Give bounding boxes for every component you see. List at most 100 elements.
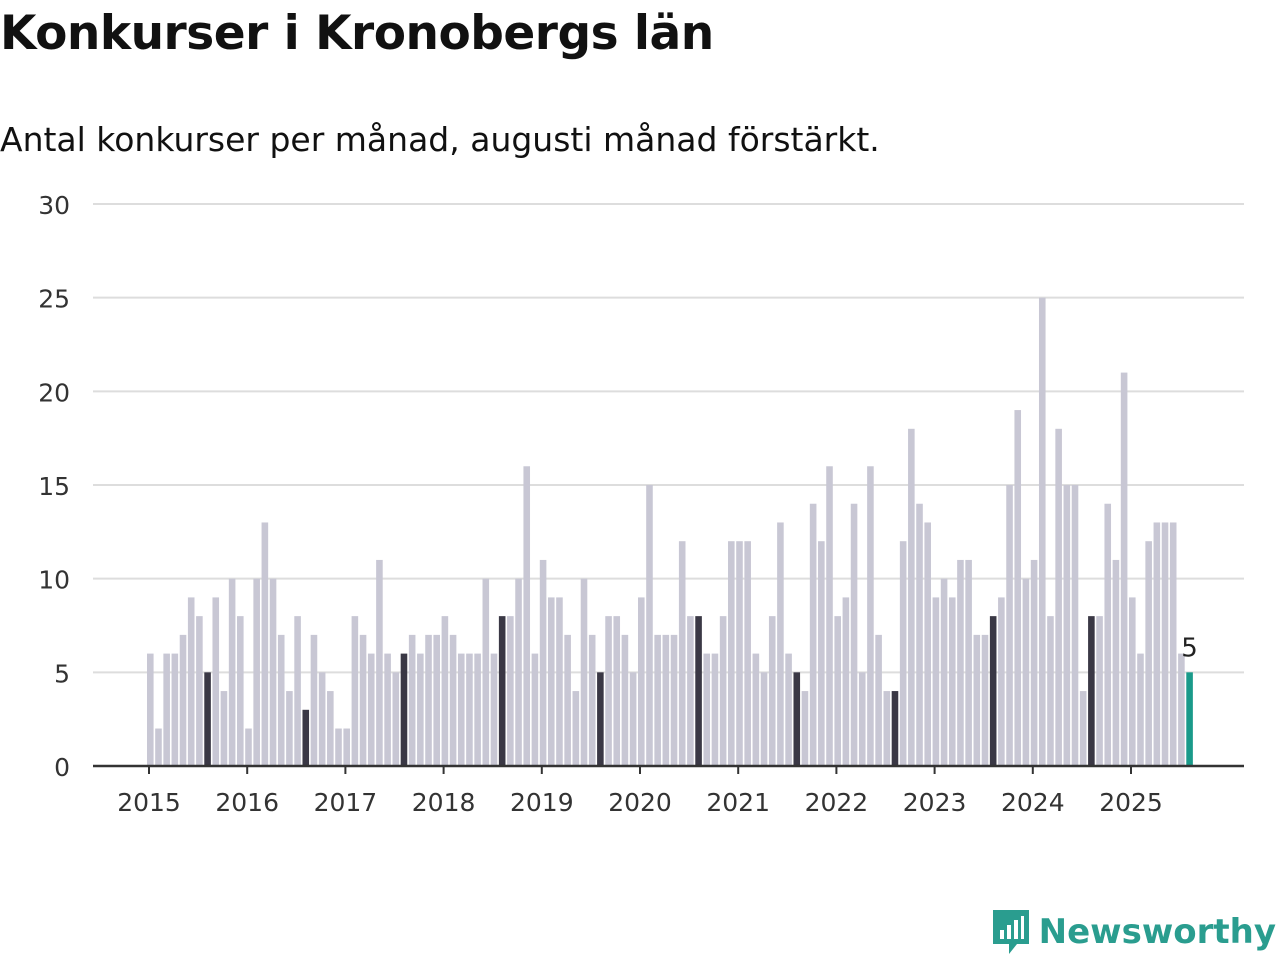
bar bbox=[539, 559, 547, 766]
bar bbox=[719, 616, 727, 766]
bar bbox=[858, 672, 866, 766]
bar bbox=[867, 466, 874, 766]
y-tick-label: 20 bbox=[38, 378, 70, 407]
bar bbox=[531, 653, 539, 766]
x-tick-label: 2021 bbox=[706, 788, 770, 817]
bar bbox=[564, 634, 571, 766]
y-tick-label: 25 bbox=[38, 285, 70, 314]
y-tick-label: 30 bbox=[38, 191, 70, 220]
x-tick-label: 2015 bbox=[117, 788, 181, 817]
bar bbox=[318, 672, 326, 766]
bar bbox=[605, 616, 612, 766]
bar bbox=[1161, 522, 1169, 766]
bar bbox=[327, 691, 334, 766]
bar bbox=[228, 578, 236, 766]
bar bbox=[1079, 691, 1087, 766]
bar bbox=[335, 728, 342, 766]
bar bbox=[687, 616, 694, 766]
bar bbox=[916, 503, 923, 766]
data-label: 5 bbox=[1181, 633, 1198, 663]
bar bbox=[711, 653, 719, 766]
bar bbox=[597, 672, 604, 766]
bar bbox=[1169, 522, 1177, 766]
bar bbox=[940, 578, 948, 766]
bar bbox=[1120, 372, 1128, 766]
bar bbox=[948, 597, 956, 766]
bar bbox=[498, 616, 506, 766]
bar bbox=[777, 522, 784, 766]
x-tick-label: 2020 bbox=[608, 788, 672, 817]
bar bbox=[826, 466, 833, 766]
bar bbox=[515, 578, 522, 766]
bar bbox=[908, 428, 915, 766]
bar bbox=[417, 653, 424, 766]
bar bbox=[384, 653, 391, 766]
bar bbox=[670, 634, 678, 766]
bar bbox=[981, 634, 989, 766]
bar bbox=[400, 653, 408, 766]
bar bbox=[703, 653, 711, 766]
x-tick-label: 2017 bbox=[314, 788, 378, 817]
bar bbox=[1137, 653, 1144, 766]
bar bbox=[768, 616, 776, 766]
bar bbox=[613, 616, 621, 766]
bar bbox=[744, 541, 751, 766]
bar bbox=[736, 541, 743, 766]
bar bbox=[1055, 428, 1062, 766]
bar bbox=[1006, 485, 1013, 766]
bar bbox=[785, 653, 792, 766]
chart-title: Konkurser i Kronobergs län bbox=[0, 6, 714, 61]
bar bbox=[973, 634, 981, 766]
bar bbox=[220, 691, 228, 766]
x-tick-label: 2018 bbox=[412, 788, 476, 817]
bar bbox=[556, 597, 563, 766]
bar bbox=[147, 653, 154, 766]
bar bbox=[155, 728, 162, 766]
bar bbox=[924, 522, 931, 766]
x-tick-label: 2025 bbox=[1099, 788, 1163, 817]
bar bbox=[441, 616, 449, 766]
bar bbox=[277, 634, 285, 766]
chart-subtitle: Antal konkurser per månad, augusti månad… bbox=[0, 120, 880, 159]
bar bbox=[818, 541, 825, 766]
bar bbox=[474, 653, 481, 766]
bar bbox=[1186, 672, 1193, 766]
bar bbox=[1047, 616, 1054, 766]
bar bbox=[294, 616, 301, 766]
bar bbox=[678, 541, 686, 766]
y-tick-label: 10 bbox=[38, 566, 70, 595]
bar bbox=[875, 634, 882, 766]
bar bbox=[728, 541, 735, 766]
bar bbox=[237, 616, 244, 766]
bar bbox=[490, 653, 498, 766]
bar bbox=[621, 634, 629, 766]
bar bbox=[695, 616, 702, 766]
x-tick-label: 2022 bbox=[805, 788, 869, 817]
bar bbox=[310, 634, 318, 766]
bar bbox=[646, 485, 653, 766]
bar bbox=[842, 597, 850, 766]
bar bbox=[965, 559, 972, 766]
bar bbox=[998, 597, 1005, 766]
x-tick-label: 2023 bbox=[903, 788, 967, 817]
bar bbox=[580, 578, 588, 766]
bar bbox=[376, 559, 383, 766]
bar bbox=[1153, 522, 1161, 766]
newsworthy-logo-icon bbox=[992, 910, 1029, 954]
bar bbox=[752, 653, 760, 766]
bar bbox=[1071, 485, 1079, 766]
axes bbox=[93, 764, 1244, 774]
bar bbox=[433, 634, 440, 766]
bar bbox=[809, 503, 817, 766]
x-tick-label: 2019 bbox=[510, 788, 574, 817]
bar bbox=[507, 616, 514, 766]
bar bbox=[899, 541, 907, 766]
brand-name: Newsworthy bbox=[1038, 912, 1276, 952]
bar bbox=[654, 634, 661, 766]
x-tick-label: 2016 bbox=[215, 788, 279, 817]
bar bbox=[269, 578, 277, 766]
bar bbox=[957, 559, 964, 766]
bar bbox=[1129, 597, 1136, 766]
y-tick-label: 0 bbox=[54, 753, 70, 782]
